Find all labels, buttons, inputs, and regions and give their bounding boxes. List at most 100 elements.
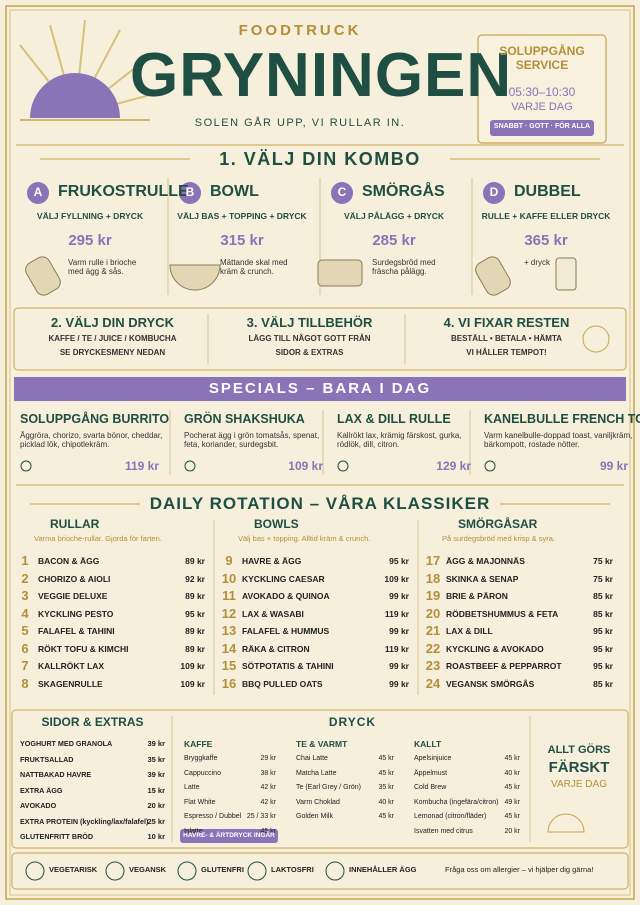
item-price: 95 kr [593, 661, 613, 671]
drink-name: Golden Milk [296, 813, 333, 820]
combo-price: 315 kr [220, 232, 264, 249]
badge-title: SOLUPPGÅNG SERVICE [499, 44, 585, 72]
item-name: KYCKLING PESTO [38, 608, 114, 619]
diet-icon [20, 460, 32, 472]
combo-letter: D [489, 185, 499, 199]
item-number: 8 [21, 675, 29, 691]
item-price: 95 kr [593, 626, 613, 636]
drink-price: 45 kr [504, 784, 520, 791]
item-number: 2 [21, 570, 29, 586]
combo-letter: B [185, 185, 195, 199]
letter-badge [179, 182, 201, 204]
drink-name: Cappuccino [184, 769, 221, 777]
rotation-title: BOWLS [254, 517, 299, 531]
drink-name: Lemonad (citron/fläder) [414, 813, 487, 820]
specials-banner [14, 377, 626, 401]
drink-price: 45 kr [260, 827, 276, 835]
badge-tag: SNABBT · GOTT · FÖR ALLA [493, 123, 591, 130]
drink-name: Te (Earl Grey / Grön) [296, 784, 361, 791]
item-price: 89 kr [185, 591, 205, 601]
item-number: 12 [221, 605, 237, 621]
drink-price: 25 / 33 kr [246, 813, 276, 820]
side-price: 39 kr [147, 739, 165, 748]
item-price: 109 kr [384, 573, 409, 584]
drink-price: 45 kr [378, 755, 394, 762]
rotation-dividers [213, 520, 419, 695]
letter-badge [331, 182, 353, 204]
badge-pill [490, 120, 594, 136]
item-name: BBQ PULLED OATS [242, 678, 323, 689]
sides-heading: SIDOR & EXTRAS [41, 715, 144, 729]
special-price: 99 kr [599, 459, 628, 473]
item-name: BRIE & PÄRON [446, 591, 508, 601]
side-price: 39 kr [147, 770, 165, 779]
step-title: 2. VÄLJ DIN DRYCK [50, 315, 175, 330]
item-name: AVOKADO & QUINOA [242, 591, 330, 601]
item-number: 10 [221, 570, 237, 586]
special-desc: Äggröra, chorizo, svarta bönor, cheddar,… [20, 431, 163, 450]
step-line: LÄGG TILL NÅGOT GOTT FRÅN [248, 334, 371, 343]
side-name: YOGHURT MED GRANOLA [20, 739, 113, 748]
brand-title: GRYNINGEN [130, 41, 513, 110]
combo-letter: A [33, 185, 43, 199]
steps-box [13, 307, 627, 371]
drink-price: 45 kr [378, 813, 394, 820]
item-price: 85 kr [593, 608, 613, 619]
item-name: VEGANSK SMÖRGÅS [446, 678, 535, 689]
item-name: KALLRÖKT LAX [38, 661, 105, 671]
drink-price: 42 kr [260, 798, 276, 806]
legend-label: INNEHÅLLER ÄGG [349, 865, 417, 874]
item-number: 24 [425, 675, 441, 691]
side-name: NATTBAKAD HAVRE [20, 770, 92, 779]
item-number: 9 [225, 553, 233, 568]
drink-name: Apelsinjuice [414, 755, 452, 762]
drink-name: Bryggkaffe [184, 755, 218, 762]
legend-label: VEGETARISK [49, 865, 98, 874]
item-name: SKINKA & SENAP [446, 573, 519, 584]
special-price: 109 kr [288, 459, 323, 473]
combo-letter: C [337, 185, 347, 199]
legend-icon [247, 861, 267, 881]
side-price: 20 kr [147, 801, 165, 810]
inner-border [9, 9, 631, 896]
item-name: VEGGIE DELUXE [38, 591, 108, 601]
item-number: 14 [221, 640, 237, 656]
rotation-subtitle: På surdegsbröd med krisp & syra. [442, 534, 555, 543]
item-number: 15 [221, 658, 237, 673]
special-desc: Kallrökt lax, krämig färskost, gurka, rö… [337, 431, 462, 450]
item-name: SÖTPOTATIS & TAHINI [242, 661, 334, 671]
side-price: 10 kr [147, 832, 165, 841]
item-price: 95 kr [185, 608, 205, 619]
item-price: 109 kr [180, 678, 205, 689]
item-name: KYCKLING & AVOKADO [446, 643, 544, 654]
drink-price: 45 kr [504, 755, 520, 762]
diet-icon [484, 460, 496, 472]
item-price: 119 kr [384, 608, 409, 619]
arrow-icon [582, 325, 610, 353]
special-price: 119 kr [124, 459, 159, 473]
kicker: FOODTRUCK [238, 22, 362, 39]
drinks-heading: DRYCK [328, 715, 377, 729]
combo-price: 285 kr [372, 232, 416, 249]
item-number: 4 [21, 605, 29, 621]
item-name: SKAGENRULLE [38, 678, 103, 689]
special-desc: Varm kanelbulle-doppad toast, vaniljkräm… [484, 431, 633, 450]
legend-icon [105, 861, 125, 881]
specials-heading: SPECIALS – BARA I DAG [208, 380, 432, 397]
item-price: 75 kr [593, 573, 613, 584]
item-name: KYCKLING CAESAR [242, 573, 325, 584]
rotation-subtitle: Välj bas + topping. Alltid kräm & crunch… [238, 534, 371, 543]
item-number: 18 [425, 570, 441, 586]
drink-name: Cold Brew [414, 784, 447, 791]
rotation-title: SMÖRGÅSAR [458, 517, 538, 531]
item-name: LAX & WASABI [242, 608, 304, 619]
combo-price: 365 kr [524, 232, 568, 249]
letter-badge [27, 182, 49, 204]
item-name: RÖKT TOFU & KIMCHI [38, 643, 129, 654]
diet-icon [337, 460, 349, 472]
side-name: EXTRA PROTEIN (kyckling/lax/falafel) [20, 816, 149, 826]
item-name: CHORIZO & AIOLI [38, 573, 111, 584]
section-heading: 1. VÄLJ DIN KOMBO [219, 149, 421, 169]
bottom-dividers [171, 716, 531, 842]
